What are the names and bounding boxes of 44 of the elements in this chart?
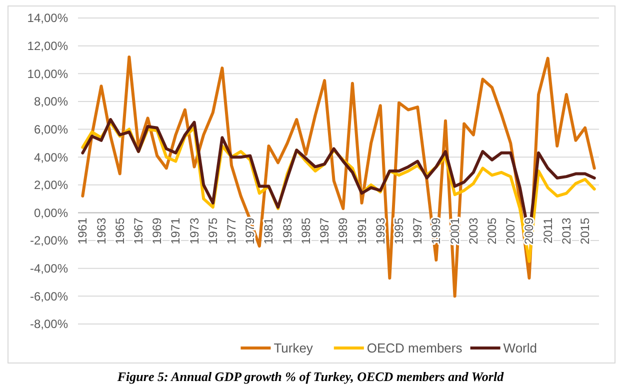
legend-label: Turkey (274, 340, 314, 356)
x-tick-label: 1975 (206, 217, 220, 244)
x-tick-label: 1985 (298, 217, 313, 244)
y-tick-label: 14,00% (27, 11, 68, 26)
x-tick-label: 2005 (485, 217, 500, 244)
x-tick-label: 2015 (578, 217, 592, 244)
y-tick-label: -2,00% (30, 234, 68, 248)
x-tick-label: 1963 (94, 217, 108, 244)
x-tick-label: 1991 (354, 217, 369, 244)
x-tick-label: 1979 (243, 217, 258, 244)
x-tick-label: 1983 (280, 217, 294, 244)
x-tick-label: 1961 (76, 217, 90, 244)
x-tick-label: 1999 (429, 217, 444, 244)
y-tick-label: 0,00% (34, 206, 68, 220)
x-tick-label: 2013 (559, 217, 574, 244)
y-tick-label: 4,00% (34, 150, 68, 164)
legend-label: OECD members (366, 340, 463, 356)
y-tick-label: -8,00% (30, 317, 68, 332)
y-tick-label: 12,00% (27, 39, 68, 54)
x-tick-label: 2001 (448, 217, 462, 244)
x-tick-label: 1965 (112, 217, 127, 244)
x-tick-label: 1977 (224, 217, 239, 244)
x-tick-label: 2011 (540, 217, 555, 244)
y-tick-label: -4,00% (30, 262, 68, 276)
x-tick-label: 2007 (504, 217, 518, 244)
y-tick-label: 8,00% (34, 94, 68, 109)
y-tick-label: 2,00% (34, 178, 68, 192)
x-tick-label: 1969 (150, 217, 164, 244)
x-tick-label: 1995 (392, 217, 406, 244)
x-tick-label: 1967 (131, 217, 146, 244)
x-tick-label: 1989 (336, 217, 350, 244)
caption: Figure 5: Annual GDP growth % of Turkey, OECD members and World (116, 369, 504, 384)
y-tick-label: 10,00% (27, 66, 68, 81)
y-tick-label: -6,00% (30, 289, 68, 304)
x-tick-label: 1987 (318, 217, 332, 244)
y-tick-label: 6,00% (34, 122, 68, 136)
x-tick-label: 1973 (187, 217, 202, 244)
x-tick-label: 2009 (522, 217, 536, 244)
x-tick-label: 1981 (262, 217, 276, 244)
x-tick-label: 1971 (168, 217, 183, 244)
x-tick-label: 1993 (373, 217, 388, 244)
x-tick-label: 2003 (466, 217, 480, 244)
x-tick-label: 1997 (410, 217, 425, 244)
legend-label: World (503, 340, 538, 356)
